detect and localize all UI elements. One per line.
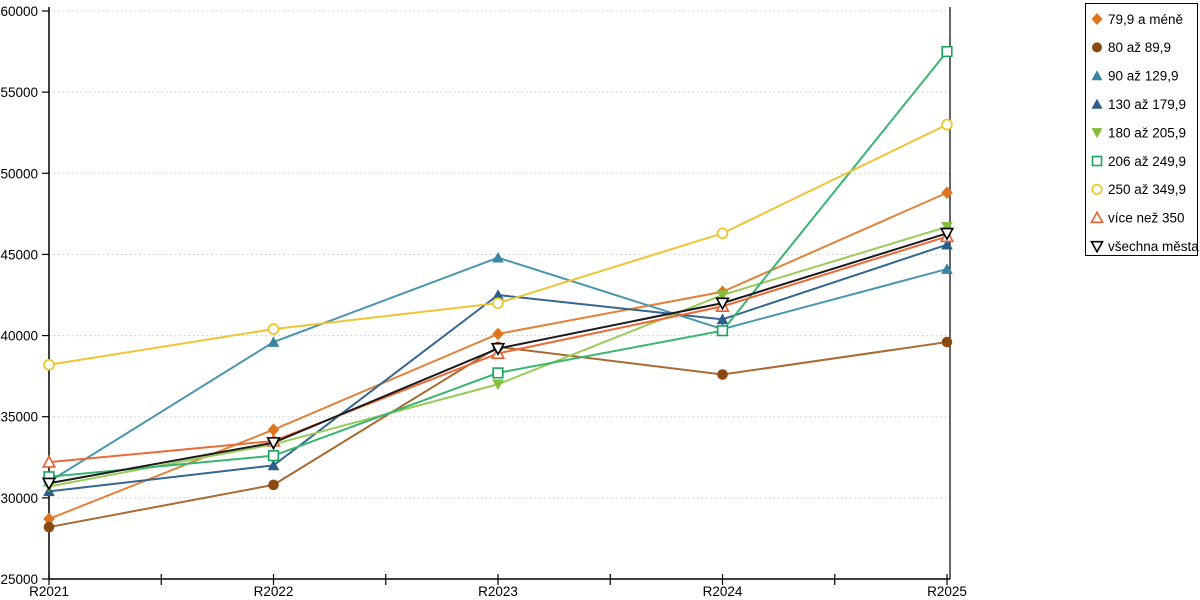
data-point-marker [716, 290, 729, 301]
data-point-marker [941, 336, 953, 348]
diamond-legend-icon [1091, 13, 1103, 25]
legend-item: 80 až 89,9 [1092, 40, 1171, 55]
x-tick-label: R2023 [478, 584, 518, 599]
legend-item: 79,9 a méně [1091, 12, 1183, 27]
data-point-marker [490, 342, 506, 357]
y-tick-label: 40000 [0, 329, 38, 344]
data-point-marker [716, 313, 729, 325]
legend-label: 90 až 129,9 [1108, 69, 1179, 84]
legend-label: 80 až 89,9 [1108, 40, 1171, 55]
legend-label: 180 až 205,9 [1108, 125, 1186, 140]
x-tick-label: R2022 [254, 584, 294, 599]
legend-item: 130 až 179,9 [1091, 97, 1186, 112]
y-tick-label: 35000 [0, 410, 38, 425]
legend-item: 250 až 349,9 [1091, 182, 1186, 197]
y-tick-label: 50000 [0, 166, 38, 181]
circle-legend-icon [1092, 42, 1102, 53]
legend-label: 79,9 a méně [1108, 12, 1183, 27]
data-point-marker [941, 45, 953, 58]
circle-legend-icon [1091, 183, 1103, 195]
data-point-marker [267, 423, 280, 436]
triangle-up-legend-icon [1090, 210, 1104, 224]
legend: 79,9 a méně 80 až 89,9 90 až 129,9 130 až 1… [1085, 3, 1199, 256]
data-point-marker [43, 358, 55, 371]
data-point-marker [267, 459, 280, 471]
x-tick-label: R2025 [927, 584, 967, 599]
data-point-marker [717, 369, 728, 380]
data-point-marker [492, 297, 504, 309]
legend-label: 130 až 179,9 [1108, 97, 1186, 112]
triangle-up-legend-icon [1091, 70, 1103, 81]
data-point-marker [941, 263, 953, 274]
series-3 [43, 238, 953, 497]
legend-item: všechna města [1090, 239, 1199, 254]
data-point-marker [716, 227, 729, 240]
data-point-marker [41, 454, 57, 468]
data-point-marker [941, 222, 953, 233]
y-tick-label: 45000 [0, 247, 38, 262]
series-6 [43, 118, 953, 371]
data-point-marker [41, 477, 57, 491]
legend-box [1085, 3, 1198, 256]
y-tick-label: 30000 [0, 491, 38, 506]
data-point-marker [267, 323, 280, 335]
series-1 [43, 336, 953, 533]
data-point-marker [492, 367, 504, 379]
triangle-down-legend-icon [1091, 128, 1103, 139]
data-point-marker [492, 289, 504, 300]
data-point-marker [492, 251, 504, 263]
legend-label: 206 až 249,9 [1108, 154, 1186, 169]
series-line [48, 50, 948, 478]
legend-label: všechna města [1108, 239, 1199, 254]
series-5 [43, 45, 953, 483]
data-point-marker [492, 379, 504, 391]
data-point-marker [941, 118, 953, 131]
data-point-marker [939, 227, 955, 241]
data-point-marker [266, 437, 281, 451]
x-tick-label: R2024 [703, 584, 743, 599]
data-point-marker [715, 297, 730, 311]
y-tick-label: 60000 [0, 4, 38, 19]
data-point-marker [941, 238, 953, 250]
legend-label: 250 až 349,9 [1108, 182, 1186, 197]
square-legend-icon [1091, 155, 1103, 167]
y-tick-label: 25000 [0, 572, 38, 587]
legend-item: 180 až 205,9 [1091, 125, 1186, 140]
data-point-marker [941, 186, 953, 200]
legend-item: 90 až 129,9 [1091, 69, 1179, 84]
series-8 [41, 227, 955, 491]
data-point-marker [267, 336, 280, 347]
legend-label: více než 350 [1108, 211, 1185, 226]
triangle-down-legend-icon [1090, 240, 1104, 254]
data-point-marker [492, 327, 504, 341]
legend-item: 206 až 249,9 [1091, 154, 1186, 169]
data-point-marker [43, 512, 55, 526]
data-point-marker [43, 521, 55, 533]
data-point-marker [716, 325, 729, 337]
y-tick-label: 55000 [0, 85, 38, 100]
data-point-marker [268, 479, 279, 491]
x-tick-label: R2021 [29, 584, 69, 599]
data-point-marker [267, 450, 280, 462]
legend-item: více než 350 [1090, 210, 1185, 226]
triangle-up-legend-icon [1091, 98, 1103, 109]
